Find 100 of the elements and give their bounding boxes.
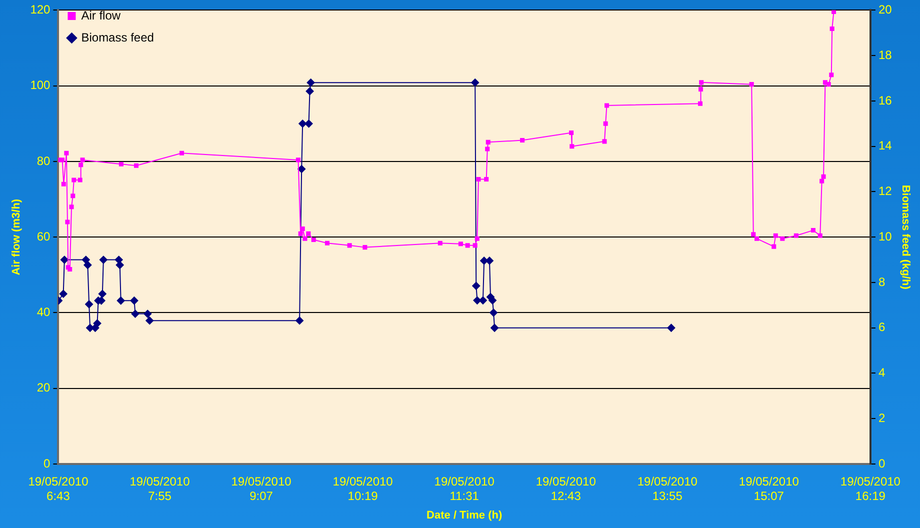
- point: [70, 194, 76, 198]
- point: [832, 10, 836, 14]
- point: [99, 256, 108, 264]
- y-axis-title: Air flow (m3/h): [10, 198, 23, 276]
- point: [484, 176, 489, 182]
- point: [60, 158, 65, 162]
- point: [472, 282, 480, 290]
- point: [602, 139, 607, 144]
- y-tick-label: 100: [30, 78, 51, 92]
- y2-tick-label: 0: [878, 456, 886, 470]
- point: [772, 244, 776, 249]
- point: [296, 158, 300, 162]
- point: [754, 236, 760, 241]
- x-tick-label: 19/05/2010 10:19: [332, 474, 394, 503]
- point: [61, 182, 66, 186]
- point: [826, 82, 831, 87]
- point: [822, 80, 828, 85]
- point: [116, 261, 124, 270]
- y2-tick-label: 14: [878, 138, 892, 153]
- point: [471, 78, 480, 87]
- y2-tick-label: 4: [878, 366, 886, 380]
- x-tick-label: 19/05/2010 12:43: [536, 474, 596, 503]
- point: [59, 290, 68, 298]
- point: [82, 256, 90, 264]
- point: [118, 162, 124, 166]
- x-tick-label: 19/05/2010 9:07: [231, 474, 292, 503]
- point: [604, 103, 610, 108]
- point: [485, 146, 490, 152]
- point: [820, 178, 824, 184]
- point: [93, 319, 102, 328]
- point: [146, 316, 154, 325]
- point: [794, 233, 798, 238]
- y2-tick-label: 16: [878, 93, 892, 108]
- point: [490, 308, 498, 317]
- y2-tick-label: 8: [878, 274, 886, 289]
- point: [84, 261, 92, 270]
- point: [130, 296, 138, 305]
- point: [131, 310, 140, 318]
- y-tick-label: 120: [30, 2, 51, 17]
- point: [465, 243, 470, 248]
- point: [134, 163, 139, 168]
- legend-label: Air flow: [81, 8, 121, 22]
- x-tick-label: 19/05/2010 7:55: [130, 474, 190, 503]
- point: [300, 226, 305, 232]
- point: [698, 86, 704, 92]
- point: [296, 316, 304, 325]
- point: [486, 140, 490, 144]
- point: [458, 242, 463, 246]
- point: [65, 220, 70, 224]
- point: [570, 144, 574, 149]
- point: [751, 232, 756, 237]
- y-tick-label: 40: [36, 305, 51, 320]
- legend-label: Biomass feed: [81, 30, 154, 44]
- point: [474, 236, 480, 241]
- point: [749, 82, 754, 87]
- y2-tick-label: 20: [878, 2, 892, 17]
- point: [298, 165, 306, 174]
- point: [490, 324, 499, 332]
- point: [810, 228, 816, 233]
- point: [829, 72, 834, 78]
- point: [80, 158, 85, 162]
- y2-tick-label: 2: [878, 410, 886, 425]
- y2-tick-label: 10: [878, 229, 892, 244]
- point: [69, 204, 74, 210]
- point: [603, 121, 608, 126]
- point: [78, 162, 84, 168]
- point: [324, 240, 330, 246]
- point: [569, 130, 574, 135]
- x-tick-label: 19/05/2010 15:07: [738, 474, 800, 503]
- point: [667, 324, 676, 332]
- point: [472, 243, 478, 248]
- point: [304, 120, 313, 128]
- y2-tick-label: 18: [878, 48, 892, 62]
- point: [520, 138, 525, 143]
- x-tick-label: 19/05/2010 6:43: [28, 474, 89, 503]
- point: [780, 236, 785, 241]
- point: [72, 178, 76, 182]
- point: [85, 300, 94, 308]
- y-tick-label: 80: [36, 154, 51, 168]
- y2-axis-title: Biomass feed (kg/h): [899, 184, 912, 290]
- point: [473, 296, 482, 304]
- x-tick-label: 19/05/2010 13:55: [637, 474, 698, 503]
- point: [60, 256, 68, 264]
- point: [773, 233, 778, 238]
- x-tick-label: 19/05/2010 11:31: [434, 474, 495, 503]
- point: [362, 245, 368, 250]
- point: [476, 176, 481, 182]
- point: [306, 231, 311, 236]
- point: [298, 231, 303, 236]
- point: [311, 237, 316, 242]
- y-tick-label: 0: [44, 456, 51, 470]
- point: [306, 78, 315, 87]
- point: [64, 150, 69, 156]
- y2-tick-label: 12: [878, 184, 892, 198]
- point: [180, 150, 184, 156]
- point: [347, 243, 352, 248]
- point: [830, 26, 834, 31]
- point: [144, 310, 152, 318]
- point: [298, 120, 307, 128]
- point: [116, 296, 125, 305]
